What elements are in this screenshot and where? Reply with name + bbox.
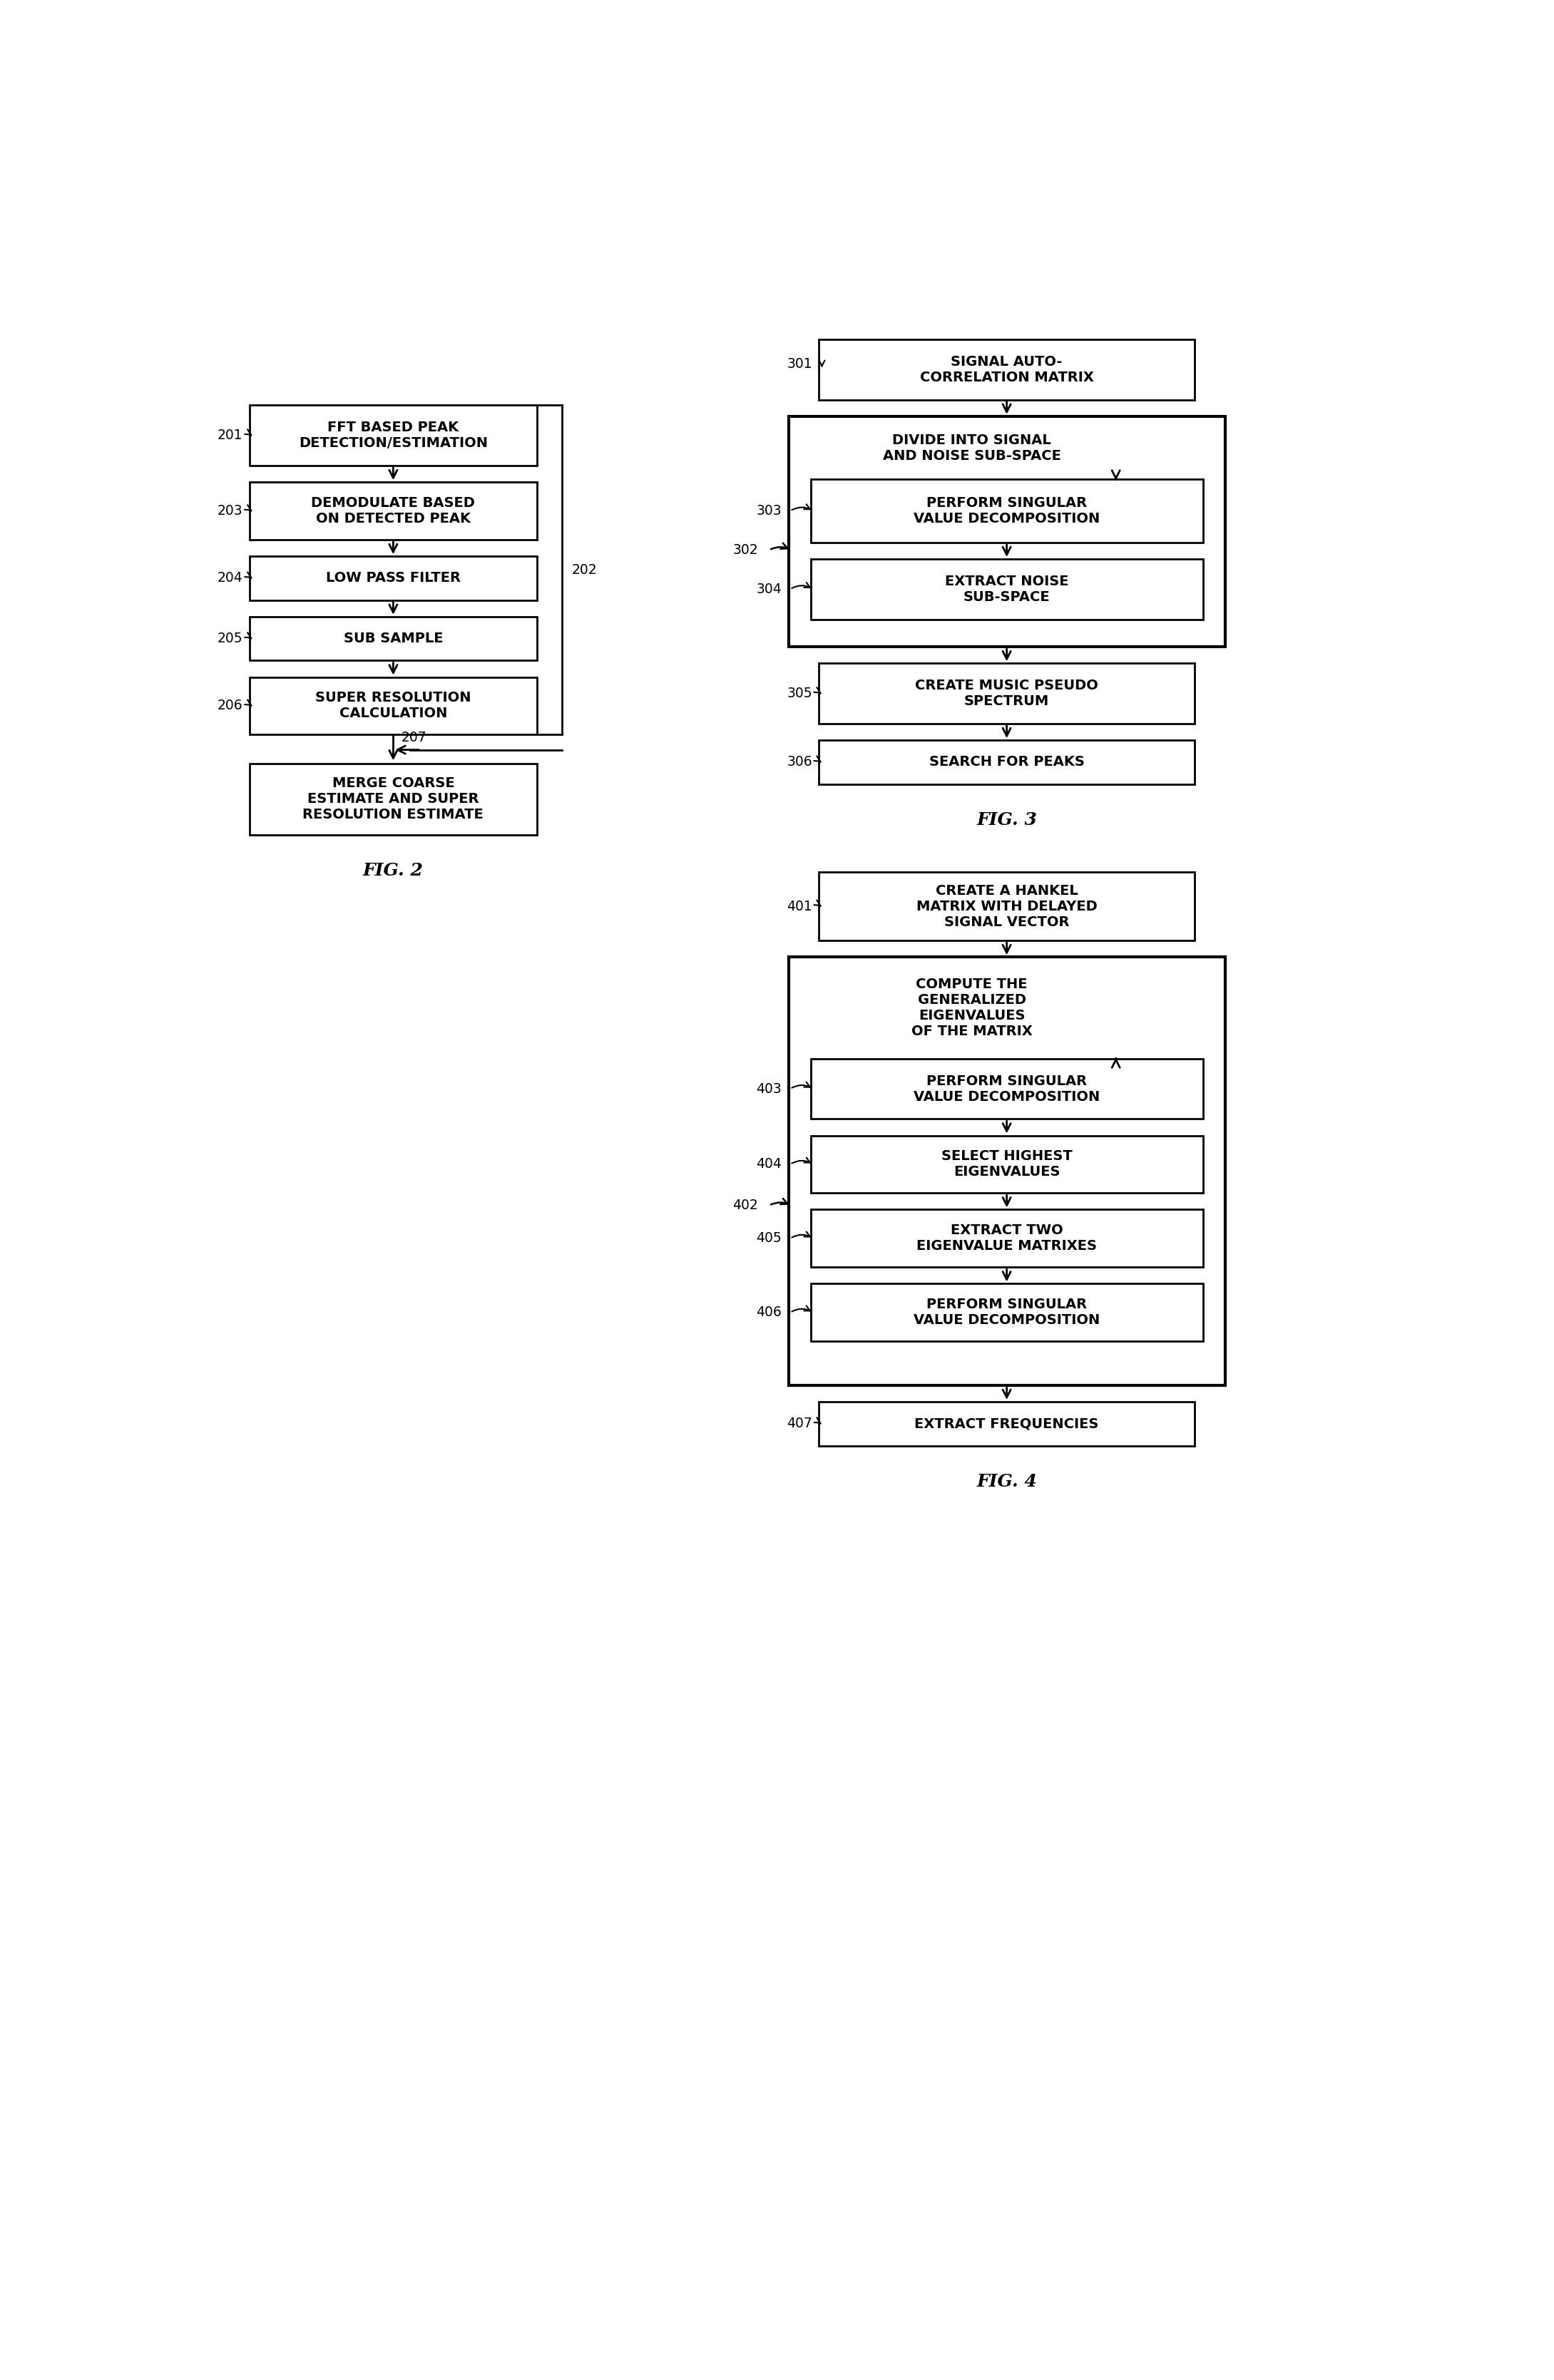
FancyBboxPatch shape bbox=[811, 1059, 1203, 1119]
Text: 303: 303 bbox=[757, 505, 782, 519]
Text: 403: 403 bbox=[757, 1083, 782, 1095]
Text: 201: 201 bbox=[218, 428, 242, 443]
Text: SIGNAL AUTO-
CORRELATION MATRIX: SIGNAL AUTO- CORRELATION MATRIX bbox=[920, 355, 1094, 383]
Text: 405: 405 bbox=[757, 1230, 782, 1245]
Text: FIG. 3: FIG. 3 bbox=[976, 812, 1037, 828]
FancyBboxPatch shape bbox=[819, 664, 1195, 724]
Text: EXTRACT NOISE
SUB-SPACE: EXTRACT NOISE SUB-SPACE bbox=[945, 574, 1069, 605]
Text: SELECT HIGHEST
EIGENVALUES: SELECT HIGHEST EIGENVALUES bbox=[942, 1150, 1072, 1178]
FancyBboxPatch shape bbox=[811, 1135, 1203, 1192]
FancyBboxPatch shape bbox=[811, 1209, 1203, 1266]
Text: 301: 301 bbox=[786, 357, 813, 371]
Text: EXTRACT FREQUENCIES: EXTRACT FREQUENCIES bbox=[915, 1416, 1099, 1430]
Text: CREATE MUSIC PSEUDO
SPECTRUM: CREATE MUSIC PSEUDO SPECTRUM bbox=[915, 678, 1099, 709]
Text: 305: 305 bbox=[786, 688, 813, 700]
FancyBboxPatch shape bbox=[819, 1402, 1195, 1445]
FancyBboxPatch shape bbox=[788, 416, 1225, 647]
FancyBboxPatch shape bbox=[819, 871, 1195, 940]
FancyBboxPatch shape bbox=[811, 559, 1203, 619]
Text: LOW PASS FILTER: LOW PASS FILTER bbox=[326, 571, 460, 585]
Text: 204: 204 bbox=[218, 571, 242, 585]
Text: COMPUTE THE
GENERALIZED
EIGENVALUES
OF THE MATRIX: COMPUTE THE GENERALIZED EIGENVALUES OF T… bbox=[911, 978, 1032, 1038]
Text: 203: 203 bbox=[218, 505, 242, 519]
Text: 402: 402 bbox=[732, 1200, 758, 1211]
Text: FIG. 2: FIG. 2 bbox=[364, 862, 424, 878]
Text: MERGE COARSE
ESTIMATE AND SUPER
RESOLUTION ESTIMATE: MERGE COARSE ESTIMATE AND SUPER RESOLUTI… bbox=[303, 776, 483, 821]
FancyBboxPatch shape bbox=[811, 478, 1203, 543]
Text: PERFORM SINGULAR
VALUE DECOMPOSITION: PERFORM SINGULAR VALUE DECOMPOSITION bbox=[914, 1073, 1100, 1104]
Text: 407: 407 bbox=[786, 1416, 813, 1430]
Text: CREATE A HANKEL
MATRIX WITH DELAYED
SIGNAL VECTOR: CREATE A HANKEL MATRIX WITH DELAYED SIGN… bbox=[917, 883, 1097, 928]
Text: SEARCH FOR PEAKS: SEARCH FOR PEAKS bbox=[929, 754, 1085, 769]
FancyBboxPatch shape bbox=[250, 405, 538, 466]
Text: DIVIDE INTO SIGNAL
AND NOISE SUB-SPACE: DIVIDE INTO SIGNAL AND NOISE SUB-SPACE bbox=[883, 433, 1061, 462]
Text: SUPER RESOLUTION
CALCULATION: SUPER RESOLUTION CALCULATION bbox=[315, 690, 471, 721]
FancyBboxPatch shape bbox=[250, 483, 538, 540]
Text: PERFORM SINGULAR
VALUE DECOMPOSITION: PERFORM SINGULAR VALUE DECOMPOSITION bbox=[914, 1297, 1100, 1328]
Text: PERFORM SINGULAR
VALUE DECOMPOSITION: PERFORM SINGULAR VALUE DECOMPOSITION bbox=[914, 497, 1100, 526]
Text: DEMODULATE BASED
ON DETECTED PEAK: DEMODULATE BASED ON DETECTED PEAK bbox=[311, 497, 476, 526]
Text: FIG. 4: FIG. 4 bbox=[976, 1473, 1037, 1490]
FancyBboxPatch shape bbox=[819, 740, 1195, 783]
FancyBboxPatch shape bbox=[250, 764, 538, 835]
Text: EXTRACT TWO
EIGENVALUE MATRIXES: EXTRACT TWO EIGENVALUE MATRIXES bbox=[917, 1223, 1097, 1252]
Text: 302: 302 bbox=[732, 543, 758, 557]
Text: 202: 202 bbox=[572, 564, 597, 576]
FancyBboxPatch shape bbox=[250, 557, 538, 600]
FancyBboxPatch shape bbox=[811, 1283, 1203, 1342]
Text: 206: 206 bbox=[218, 700, 242, 712]
FancyBboxPatch shape bbox=[819, 340, 1195, 400]
FancyBboxPatch shape bbox=[250, 676, 538, 735]
Text: 205: 205 bbox=[218, 631, 242, 645]
Text: 406: 406 bbox=[757, 1307, 782, 1319]
Text: 401: 401 bbox=[786, 900, 813, 914]
Text: FFT BASED PEAK
DETECTION/ESTIMATION: FFT BASED PEAK DETECTION/ESTIMATION bbox=[298, 421, 488, 450]
FancyBboxPatch shape bbox=[250, 616, 538, 662]
FancyBboxPatch shape bbox=[788, 957, 1225, 1385]
Text: 207: 207 bbox=[401, 731, 427, 745]
Text: 404: 404 bbox=[757, 1157, 782, 1171]
Text: SUB SAMPLE: SUB SAMPLE bbox=[343, 631, 443, 645]
Text: 304: 304 bbox=[757, 583, 782, 595]
Text: 306: 306 bbox=[786, 754, 813, 769]
